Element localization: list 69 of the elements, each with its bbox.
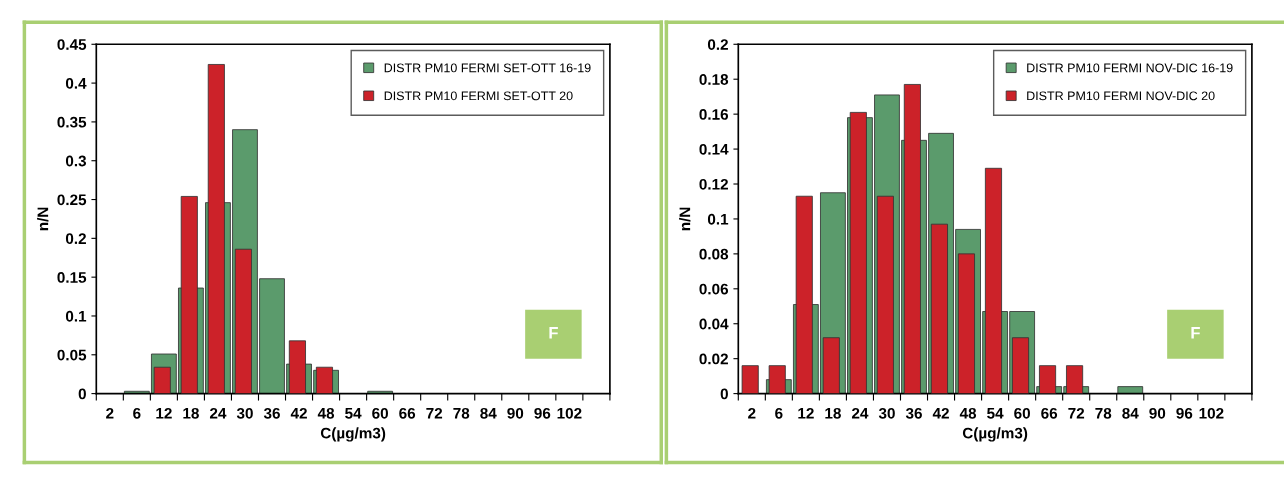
y-tick-label: 0.02 [699, 353, 728, 365]
x-tick-label: 102 [557, 407, 582, 419]
x-tick-label: 6 [775, 407, 783, 419]
x-tick-label: 12 [156, 407, 172, 419]
y-axis-title: n/N [37, 207, 49, 231]
legend-label: DISTR PM10 FERMI NOV-DIC 16-19 [1027, 63, 1233, 73]
legend-label: DISTR PM10 FERMI SET-OTT 16-19 [384, 63, 591, 73]
x-tick-label: 48 [317, 407, 335, 419]
y-tick-label: 0 [720, 388, 728, 400]
x-tick-label: 60 [1014, 407, 1030, 419]
annotation: F [549, 327, 558, 339]
x-tick-label: 102 [1199, 407, 1224, 419]
x-tick-label: 84 [480, 407, 497, 419]
y-tick-label: 0.14 [699, 143, 729, 155]
y-tick-label: 0.4 [65, 77, 87, 89]
bar [741, 365, 759, 394]
x-tick-label: 90 [1149, 407, 1166, 419]
x-tick-label: 96 [1176, 407, 1193, 419]
bar [1117, 386, 1144, 394]
x-tick-label: 24 [209, 407, 227, 419]
x-tick-label: 78 [453, 407, 470, 419]
x-tick-label: 60 [372, 407, 388, 419]
x-tick-label: 48 [959, 407, 977, 419]
x-tick-label: 2 [106, 407, 114, 419]
y-tick-label: 0.1 [65, 310, 87, 322]
x-tick-label: 42 [932, 407, 949, 419]
x-tick-label: 54 [345, 408, 362, 419]
x-tick-label: 96 [534, 407, 551, 419]
y-tick-label: 0 [78, 388, 86, 400]
y-tick-label: 0.45 [57, 39, 87, 50]
y-tick-label: 0.25 [57, 194, 87, 206]
x-tick-label: 30 [878, 407, 895, 419]
y-tick-label: 0.12 [699, 178, 728, 190]
x-tick-label: 18 [183, 407, 199, 419]
legend-label: DISTR PM10 FERMI NOV-DIC 20 [1027, 91, 1215, 101]
x-tick-label: 42 [290, 407, 307, 419]
x-tick-label: 84 [1122, 407, 1139, 419]
x-tick-label: 72 [426, 407, 443, 419]
y-tick-label: 0.08 [699, 248, 729, 260]
y-tick-label: 0.2 [707, 39, 728, 50]
y-tick-label: 0.15 [57, 272, 87, 283]
x-tick-label: 12 [798, 407, 814, 419]
y-tick-label: 0.2 [65, 233, 86, 245]
x-tick-label: 72 [1068, 407, 1085, 419]
x-tick-label: 18 [825, 407, 841, 419]
x-tick-label: 2 [748, 407, 756, 419]
annotation: F [1191, 327, 1200, 339]
y-tick-label: 0.05 [57, 349, 87, 361]
x-axis-title: C(µg/m3) [320, 427, 386, 442]
x-axis-title: C(µg/m3) [962, 427, 1028, 442]
y-tick-label: 0.06 [699, 283, 729, 295]
x-tick-label: 66 [399, 407, 416, 419]
y-tick-label: 0.35 [57, 116, 87, 128]
x-tick-label: 78 [1095, 407, 1112, 419]
y-tick-label: 0.16 [699, 109, 729, 120]
x-tick-label: 90 [507, 407, 524, 419]
y-tick-label: 0.04 [699, 318, 729, 330]
x-tick-label: 54 [987, 408, 1004, 419]
y-tick-label: 0.1 [707, 213, 729, 225]
y-axis-title: n/N [679, 207, 691, 231]
x-tick-label: 6 [133, 407, 141, 419]
x-tick-label: 30 [236, 407, 253, 419]
x-tick-label: 66 [1041, 407, 1058, 419]
y-tick-label: 0.3 [65, 155, 87, 167]
x-tick-label: 36 [905, 407, 922, 419]
legend-label: DISTR PM10 FERMI SET-OTT 20 [384, 91, 573, 101]
x-tick-label: 36 [263, 407, 280, 419]
y-tick-label: 0.18 [699, 74, 729, 85]
x-tick-label: 24 [851, 407, 869, 419]
